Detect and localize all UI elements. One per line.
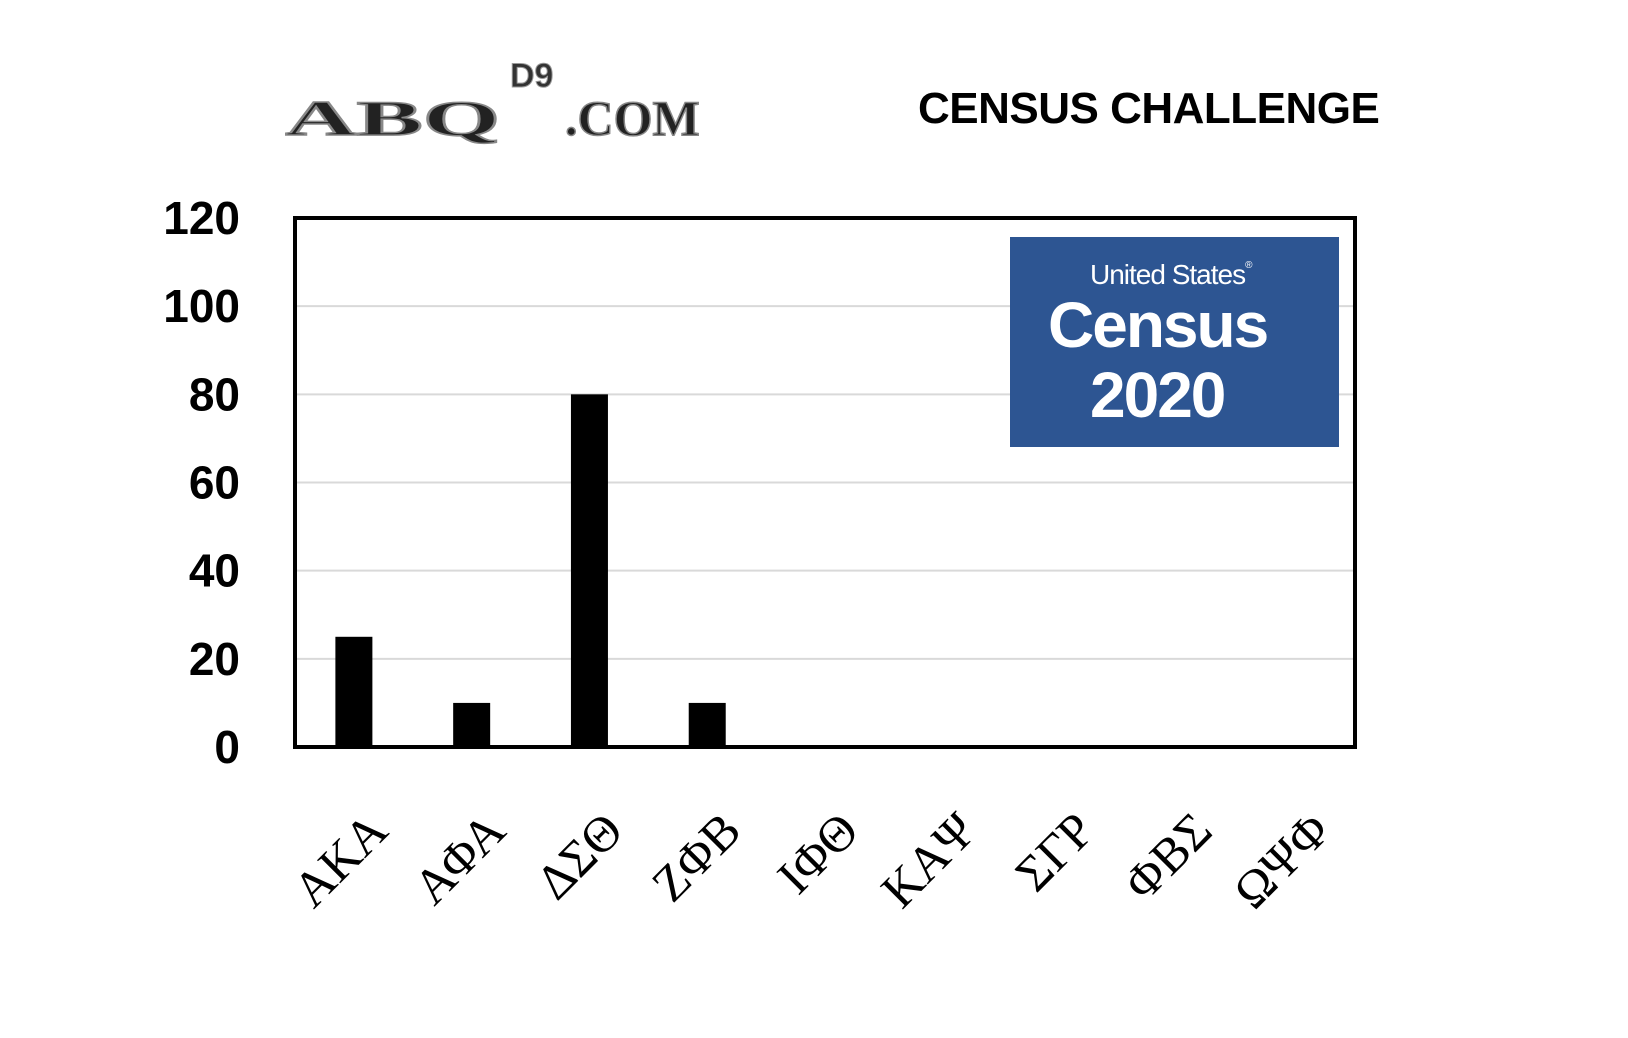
abq-d9-logo: ABQ D9 .COM [285, 57, 700, 146]
plot-frame [293, 216, 1357, 749]
x-tick-label: ΖΦΒ [641, 801, 752, 912]
census-2020-logo: United States® Census 2020 [1010, 237, 1339, 447]
y-tick-label: 60 [189, 457, 240, 509]
x-tick-label: ΑΚΑ [282, 801, 398, 917]
x-tick-label: ΣΓΡ [1004, 801, 1104, 901]
x-tick-label: ΦΒΣ [1113, 801, 1223, 911]
svg-text:ABQ: ABQ [285, 90, 500, 145]
svg-text:D9: D9 [510, 57, 553, 95]
bar-2 [453, 702, 491, 747]
bar-4 [688, 702, 726, 747]
y-tick-label: 120 [163, 192, 240, 244]
y-tick-label: 0 [214, 721, 240, 773]
x-tick-label: ΑΦΑ [402, 801, 515, 914]
census-logo-line1: United States® [1090, 259, 1253, 290]
x-tick-label: ΙΦΘ [766, 801, 869, 904]
census-logo-year: 2020 [1090, 359, 1226, 431]
y-tick-label: 20 [189, 633, 240, 685]
census-logo-line2: Census [1048, 289, 1269, 361]
x-tick-label: ΩΨΦ [1222, 801, 1340, 919]
y-tick-label: 80 [189, 368, 240, 420]
y-tick-label: 40 [189, 545, 240, 597]
y-tick-label: 100 [163, 280, 240, 332]
bar-3 [570, 394, 608, 747]
svg-text:.COM: .COM [565, 90, 700, 145]
bar-1 [335, 636, 373, 747]
x-tick-label: ΚΑΨ [870, 801, 987, 918]
x-tick-label: ΔΣΘ [525, 801, 633, 909]
chart-title: CENSUS CHALLENGE [918, 84, 1380, 133]
